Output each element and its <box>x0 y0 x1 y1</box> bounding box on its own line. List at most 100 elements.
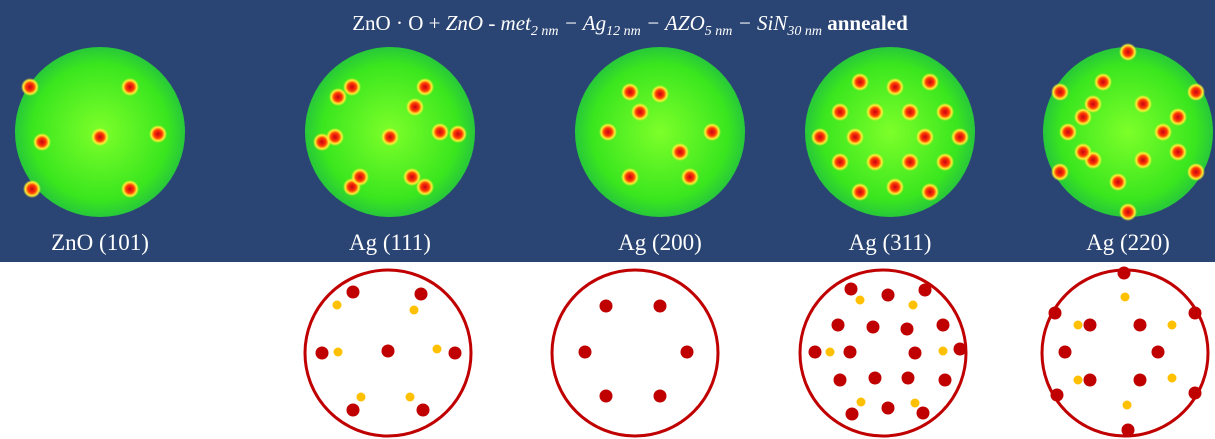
title-part: − AZO <box>641 11 705 35</box>
fft-spot <box>21 78 39 96</box>
red-dot <box>901 371 915 385</box>
red-dot <box>1048 306 1062 320</box>
red-dot <box>900 322 914 336</box>
red-dot <box>1188 386 1202 400</box>
red-dot <box>448 346 462 360</box>
fft-spot <box>671 143 689 161</box>
yellow-dot <box>1122 400 1132 410</box>
fft-spot <box>951 128 969 146</box>
fft-spot <box>326 128 344 146</box>
red-dot <box>653 389 667 403</box>
red-dot <box>599 299 613 313</box>
fft-spot <box>886 178 904 196</box>
red-dot <box>346 285 360 299</box>
red-dot <box>1083 318 1097 332</box>
red-dot <box>1133 373 1147 387</box>
fft-spot <box>621 168 639 186</box>
fft-spot <box>599 123 617 141</box>
fft-spot <box>1187 163 1205 181</box>
yellow-dot <box>356 392 366 402</box>
fft-spot <box>1134 151 1152 169</box>
panel-label: Ag (311) <box>849 230 932 255</box>
yellow-dot <box>908 300 918 310</box>
yellow-dot <box>855 295 865 305</box>
red-dot <box>831 318 845 332</box>
fft-spot <box>431 123 449 141</box>
fft-spot <box>1074 108 1092 126</box>
title-part: ZnO · O + <box>352 11 446 35</box>
yellow-dot <box>1073 375 1083 385</box>
yellow-dot <box>333 347 343 357</box>
yellow-dot <box>1167 373 1177 383</box>
red-dot <box>1151 345 1165 359</box>
title-sub: 12 nm <box>606 24 641 39</box>
red-dot <box>680 345 694 359</box>
red-dot <box>868 371 882 385</box>
yellow-dot <box>1167 320 1177 330</box>
fft-spot <box>846 128 864 146</box>
fft-spot <box>631 103 649 121</box>
fft-spot <box>121 180 139 198</box>
red-dot <box>843 345 857 359</box>
yellow-dot <box>1073 320 1083 330</box>
fft-spot <box>1169 143 1187 161</box>
fft-spot <box>343 78 361 96</box>
fft-spot <box>121 78 139 96</box>
panel-label: Ag (200) <box>618 230 702 255</box>
schematic-circle <box>798 268 968 438</box>
red-dot <box>346 403 360 417</box>
fft-spot <box>921 183 939 201</box>
fft-spot <box>866 103 884 121</box>
fft-spot <box>1119 43 1137 61</box>
fft-spot <box>831 153 849 171</box>
red-dot <box>653 299 667 313</box>
fft-spot <box>703 123 721 141</box>
fft-spot <box>1134 95 1152 113</box>
red-dot <box>833 373 847 387</box>
red-dot <box>1133 318 1147 332</box>
fft-spot <box>33 133 51 151</box>
fft-spot <box>811 128 829 146</box>
fft-spot <box>901 153 919 171</box>
title-part: annealed <box>822 11 908 35</box>
fft-spot <box>351 168 369 186</box>
red-dot <box>1188 306 1202 320</box>
fft-spot <box>866 153 884 171</box>
fft-image <box>575 47 745 217</box>
yellow-dot <box>409 305 419 315</box>
fft-spot <box>1084 95 1102 113</box>
fft-spot <box>936 103 954 121</box>
red-dot <box>1121 423 1135 437</box>
panel-label: Ag (220) <box>1086 230 1170 255</box>
schematic-circle <box>550 268 720 438</box>
red-dot <box>918 283 932 297</box>
panel-label: ZnO (101) <box>51 230 149 255</box>
fft-spot <box>1051 163 1069 181</box>
fft-spot <box>916 128 934 146</box>
fft-spot <box>406 98 424 116</box>
fft-spot <box>1154 123 1172 141</box>
title-part: − SiN <box>732 11 788 35</box>
fft-spot <box>23 180 41 198</box>
red-dot <box>953 342 967 356</box>
red-dot <box>1117 266 1131 280</box>
red-dot <box>866 320 880 334</box>
red-dot <box>938 373 952 387</box>
red-dot <box>1050 388 1064 402</box>
fft-spot <box>1059 123 1077 141</box>
title: ZnO · O + ZnO - met2 nm − Ag12 nm − AZO5… <box>352 11 908 39</box>
fft-spot <box>1094 73 1112 91</box>
red-dot <box>881 288 895 302</box>
fft-spot <box>1169 108 1187 126</box>
yellow-dot <box>432 344 442 354</box>
fft-spot <box>886 78 904 96</box>
fft-spot <box>831 103 849 121</box>
fft-spot <box>449 125 467 143</box>
fft-spot <box>936 153 954 171</box>
fft-spot <box>416 178 434 196</box>
fft-spot <box>1051 83 1069 101</box>
red-dot <box>908 346 922 360</box>
red-dot <box>315 346 329 360</box>
title-sub: 30 nm <box>786 24 822 39</box>
